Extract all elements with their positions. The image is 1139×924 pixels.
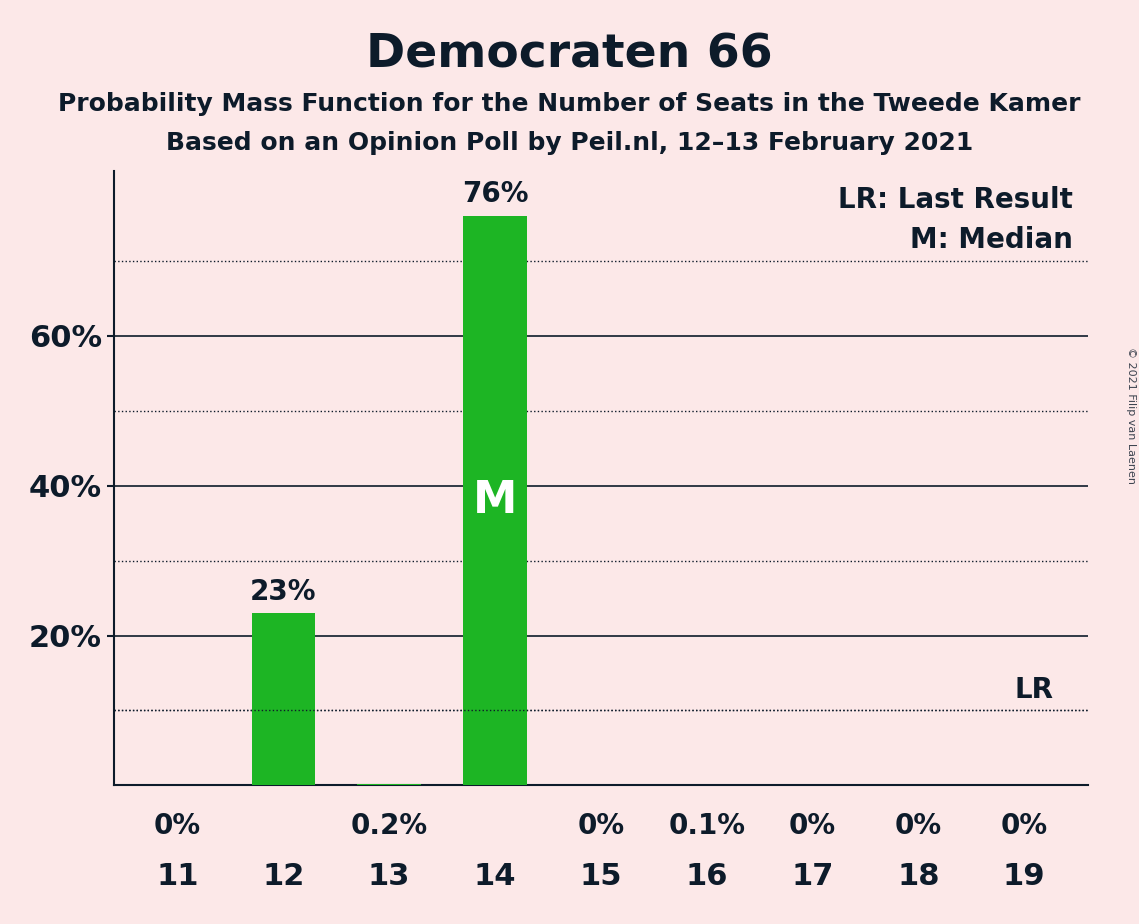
Text: 0%: 0% xyxy=(1001,811,1048,840)
Text: M: Median: M: Median xyxy=(910,226,1073,254)
Text: 76%: 76% xyxy=(461,180,528,209)
Text: © 2021 Filip van Laenen: © 2021 Filip van Laenen xyxy=(1126,347,1136,484)
Bar xyxy=(252,613,316,785)
Text: 0.2%: 0.2% xyxy=(351,811,427,840)
Text: Probability Mass Function for the Number of Seats in the Tweede Kamer: Probability Mass Function for the Number… xyxy=(58,92,1081,116)
Text: 0.1%: 0.1% xyxy=(669,811,745,840)
Text: 0%: 0% xyxy=(789,811,836,840)
Text: 0%: 0% xyxy=(577,811,624,840)
Text: LR: LR xyxy=(1015,676,1054,704)
Bar xyxy=(358,784,421,785)
Text: 23%: 23% xyxy=(251,578,317,605)
Text: Democraten 66: Democraten 66 xyxy=(366,32,773,78)
Text: 0%: 0% xyxy=(154,811,200,840)
Text: M: M xyxy=(473,480,517,522)
Text: LR: Last Result: LR: Last Result xyxy=(838,187,1073,214)
Text: 0%: 0% xyxy=(895,811,942,840)
Bar xyxy=(464,216,526,785)
Text: Based on an Opinion Poll by Peil.nl, 12–13 February 2021: Based on an Opinion Poll by Peil.nl, 12–… xyxy=(166,131,973,155)
